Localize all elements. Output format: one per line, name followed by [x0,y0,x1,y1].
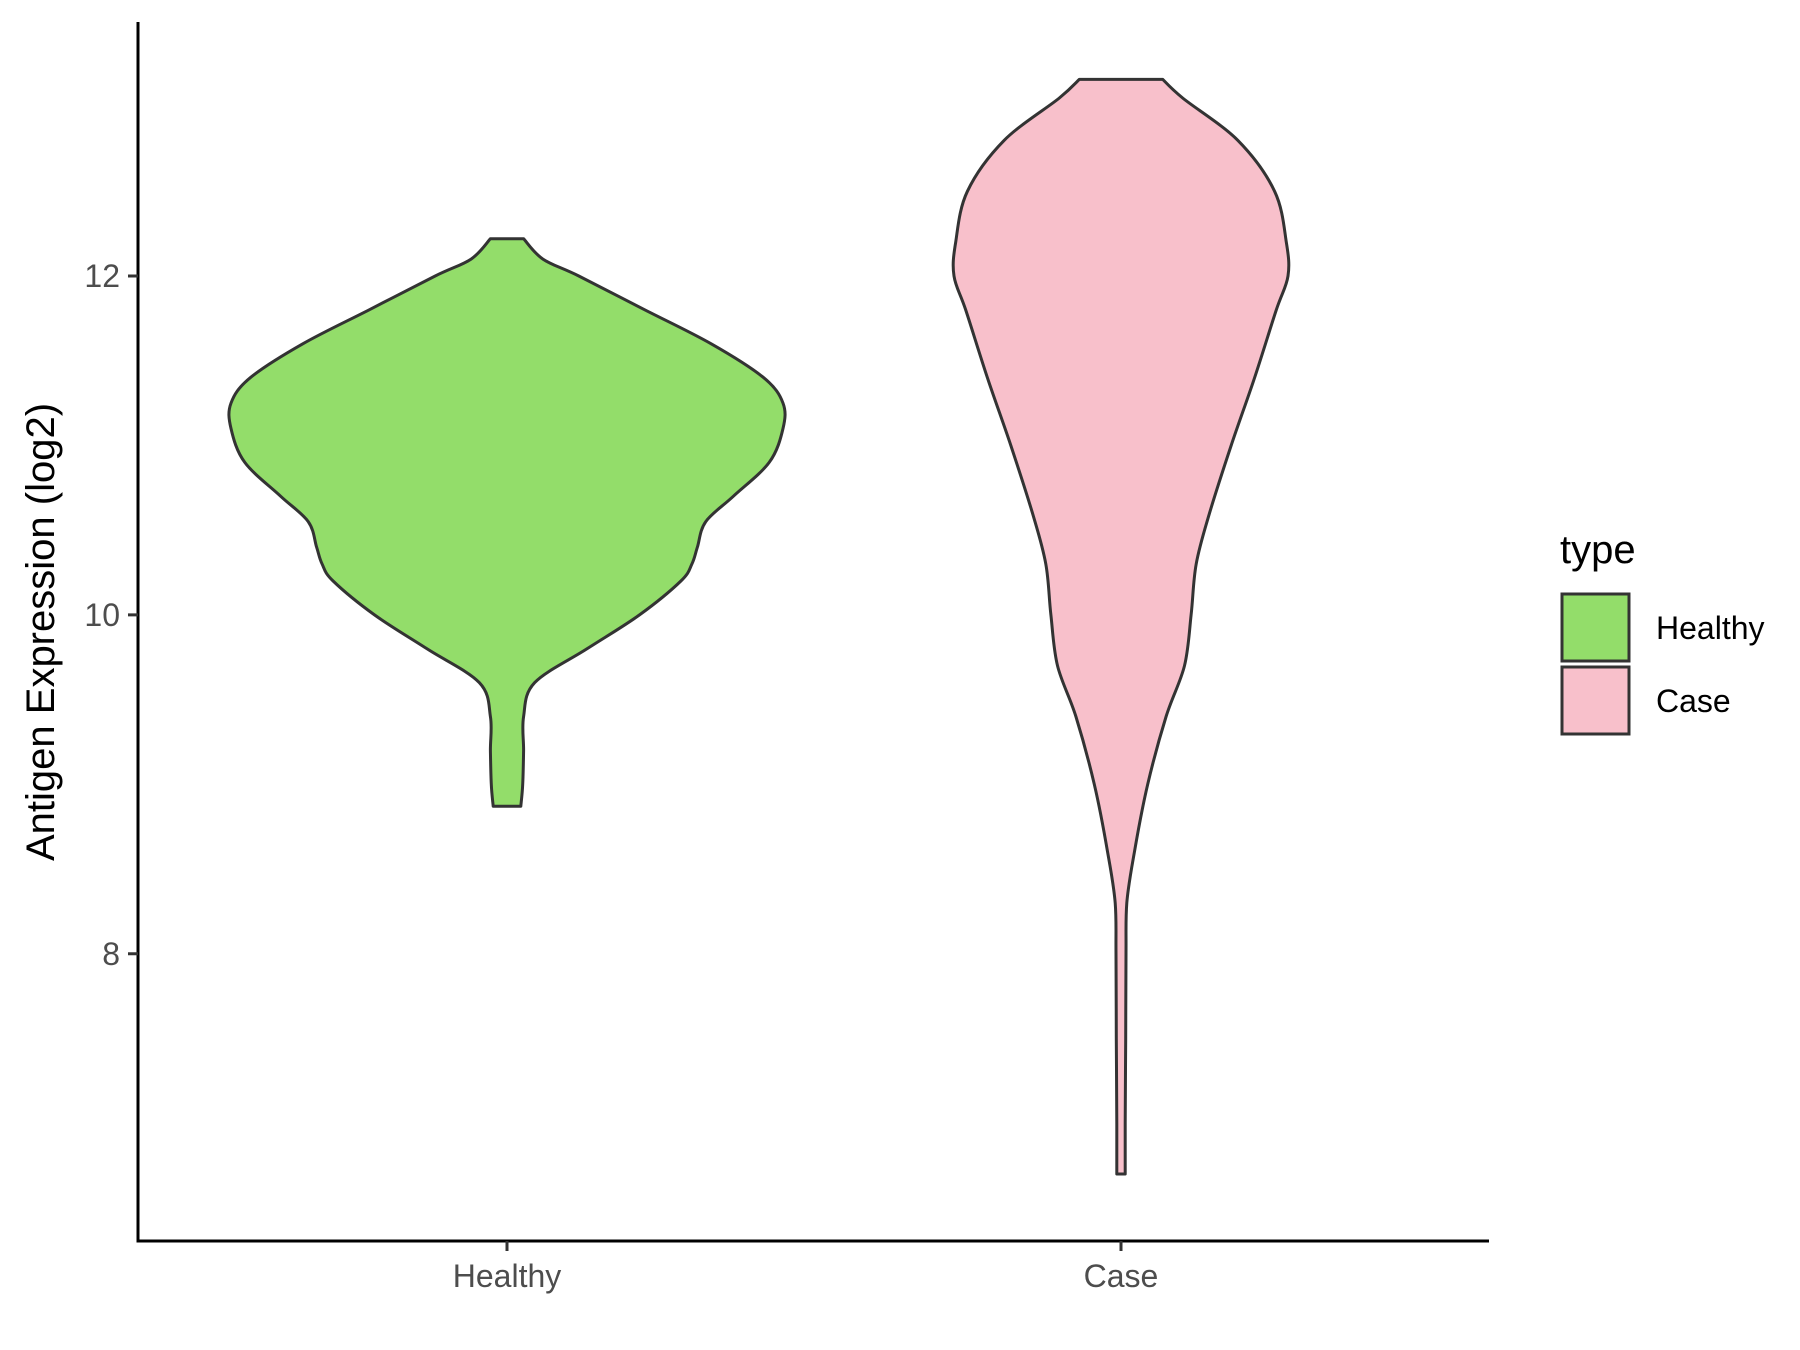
x-tick-label: Case [1084,1258,1159,1294]
legend: type Healthy Case [1560,528,1765,736]
y-axis-ticks: 8 10 12 [84,258,138,972]
x-axis-ticks: Healthy Case [453,1241,1159,1294]
legend-title: type [1560,528,1636,572]
y-tick-label: 8 [102,936,120,972]
y-tick-label: 10 [84,597,120,633]
legend-label-healthy: Healthy [1656,610,1765,646]
y-tick-label: 12 [84,258,120,294]
violin-case [951,77,1291,1176]
legend-key-healthy [1560,592,1631,663]
legend-label-case: Case [1656,683,1731,719]
violin-healthy [227,237,787,808]
violin-layer [227,77,1291,1176]
y-axis-title: Antigen Expression (log2) [19,403,63,861]
legend-key-case [1560,665,1631,736]
x-tick-label: Healthy [453,1258,562,1294]
legend-items: Healthy Case [1560,592,1765,736]
